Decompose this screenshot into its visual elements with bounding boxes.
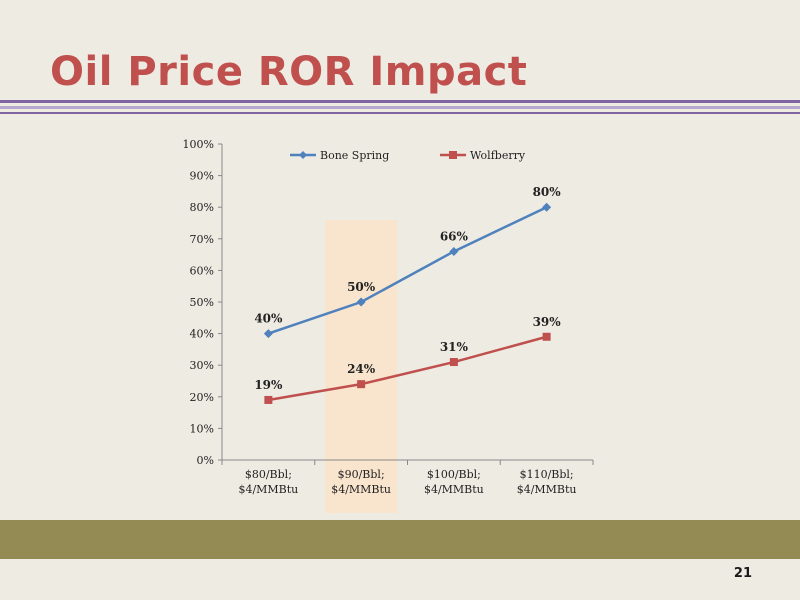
title-divider-top bbox=[0, 100, 800, 103]
y-tick-label: 70% bbox=[190, 233, 214, 246]
x-tick-label: $4/MMBtu bbox=[517, 483, 577, 496]
title-divider-bottom bbox=[0, 112, 800, 114]
y-tick-label: 90% bbox=[190, 170, 214, 183]
data-point-marker bbox=[449, 358, 458, 367]
data-point-marker bbox=[264, 395, 273, 404]
title-divider-middle bbox=[0, 106, 800, 109]
data-label: 80% bbox=[533, 185, 562, 199]
data-point-marker bbox=[542, 202, 552, 212]
series-line-bone-spring bbox=[267, 206, 548, 335]
legend-marker bbox=[299, 151, 307, 159]
y-tick-label: 20% bbox=[190, 391, 214, 404]
legend-label: Bone Spring bbox=[320, 149, 389, 162]
y-tick-label: 40% bbox=[190, 328, 214, 341]
data-point-marker bbox=[542, 332, 551, 341]
y-tick-label: 0% bbox=[197, 454, 214, 467]
x-tick-label: $100/Bbl; bbox=[427, 468, 481, 481]
y-tick-label: 30% bbox=[190, 359, 214, 372]
y-tick-label: 100% bbox=[183, 138, 214, 151]
series-line-wolfberry bbox=[268, 335, 547, 402]
data-point-marker bbox=[263, 329, 273, 339]
x-tick-label: $90/Bbl; bbox=[338, 468, 385, 481]
x-tick-label: $80/Bbl; bbox=[245, 468, 292, 481]
highlight-band bbox=[325, 220, 398, 513]
data-label: 39% bbox=[533, 315, 562, 329]
page-number: 21 bbox=[733, 566, 752, 581]
data-point-marker bbox=[357, 380, 366, 389]
legend-label: Wolfberry bbox=[470, 149, 526, 162]
data-label: 31% bbox=[440, 340, 469, 354]
x-tick-label: $4/MMBtu bbox=[238, 483, 298, 496]
y-tick-label: 60% bbox=[190, 264, 214, 277]
data-label: 24% bbox=[347, 362, 376, 376]
footer-band bbox=[0, 520, 800, 559]
x-tick-label: $4/MMBtu bbox=[331, 483, 391, 496]
y-tick-label: 80% bbox=[190, 201, 214, 214]
data-label: 19% bbox=[254, 378, 283, 392]
x-tick-label: $4/MMBtu bbox=[424, 483, 484, 496]
y-tick-label: 50% bbox=[190, 296, 214, 309]
data-point-marker bbox=[356, 297, 366, 307]
data-label: 50% bbox=[347, 280, 376, 294]
data-label: 66% bbox=[440, 229, 469, 243]
data-label: 40% bbox=[254, 312, 283, 326]
legend-marker bbox=[449, 151, 457, 159]
x-tick-label: $110/Bbl; bbox=[520, 468, 574, 481]
data-point-marker bbox=[449, 246, 459, 256]
slide-title: Oil Price ROR Impact bbox=[50, 49, 528, 95]
y-tick-label: 10% bbox=[190, 422, 214, 435]
